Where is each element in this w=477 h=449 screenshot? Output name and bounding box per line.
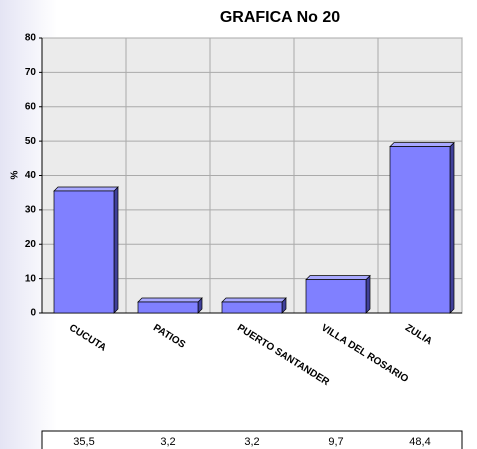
y-tick-label: 30 [25, 205, 37, 216]
table-value: 9,7 [328, 436, 343, 448]
bar [389, 146, 451, 314]
y-tick-label: 10 [25, 273, 37, 284]
bar [221, 301, 283, 314]
bar-top [305, 275, 371, 281]
bar-top [389, 142, 455, 147]
bar-side [365, 274, 371, 314]
bar [305, 279, 367, 314]
bar-top [137, 297, 203, 303]
data-table [41, 430, 463, 449]
y-tick-label: 80 [25, 33, 37, 44]
y-axis-label: % [10, 170, 21, 179]
bar [137, 301, 199, 314]
y-tick-label: 50 [25, 136, 37, 147]
bar-side [113, 186, 119, 314]
table-value: 48,4 [409, 436, 430, 448]
chart-title: GRAFICA No 20 [220, 9, 340, 26]
table-value: 3,2 [244, 436, 259, 448]
y-tick-label: 60 [25, 101, 37, 112]
y-tick-label: 40 [25, 170, 37, 181]
table-value: 3,2 [160, 436, 175, 448]
bar-side [449, 141, 455, 314]
y-tick-label: 70 [25, 67, 37, 78]
bar-top [53, 186, 119, 192]
y-tick-label: 20 [25, 239, 37, 250]
table-value: 35,5 [73, 436, 94, 448]
bar-top [221, 297, 287, 303]
y-tick-label: 0 [30, 308, 36, 319]
bar [53, 190, 115, 314]
